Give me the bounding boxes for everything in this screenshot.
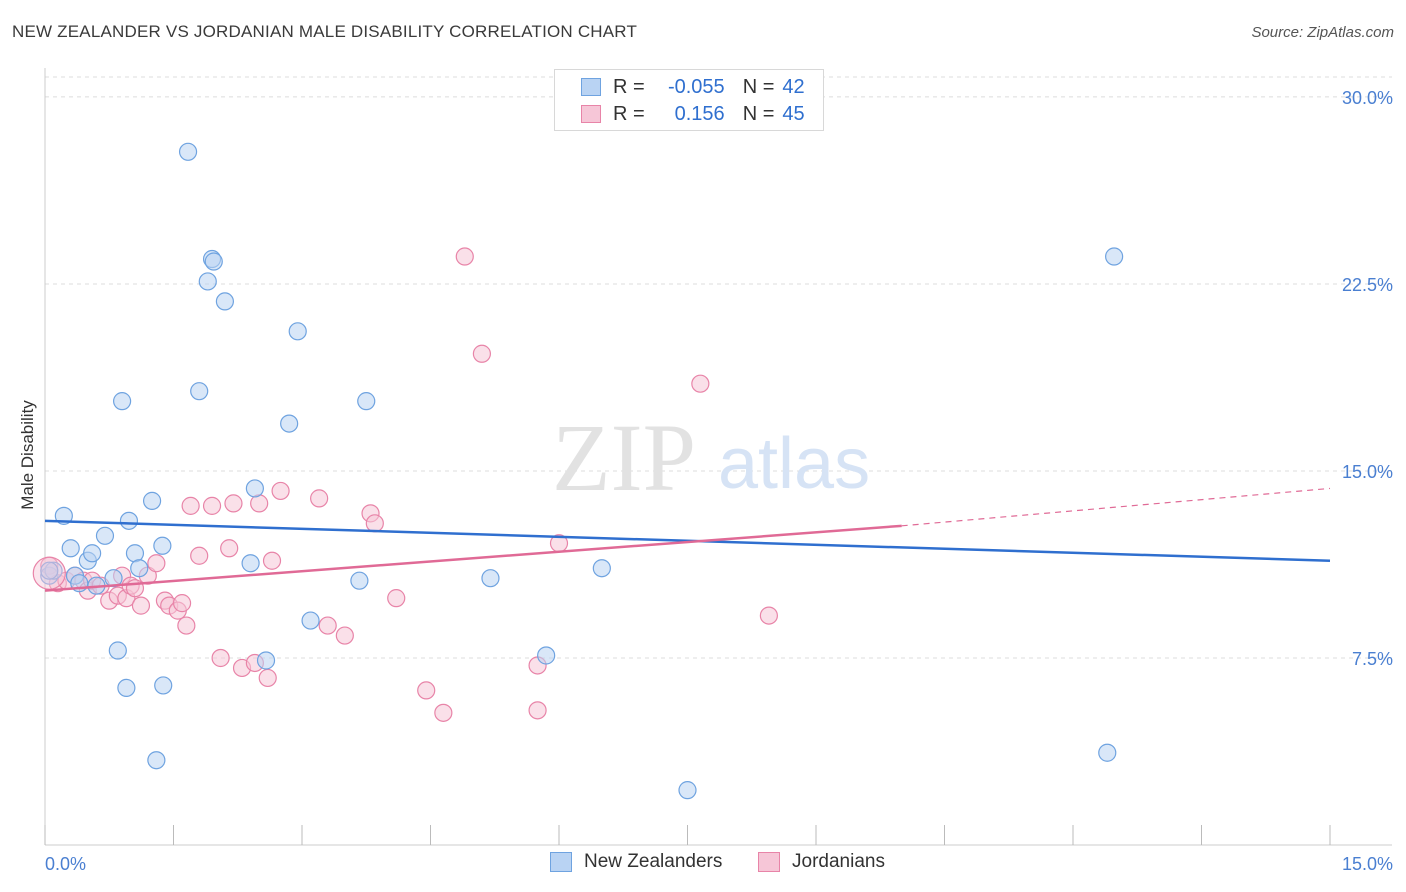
trend-lines (44, 487, 1331, 592)
jordanian-point (172, 594, 192, 613)
new-zealander-point (130, 559, 149, 578)
new-zealander-point (481, 569, 500, 588)
legend-r-label: R = (613, 102, 645, 125)
jordanian-point (258, 668, 277, 688)
new-zealander-point (241, 554, 260, 573)
new-zealander-point (678, 781, 697, 800)
new-zealander-point (178, 142, 198, 161)
new-zealander-point (256, 651, 276, 670)
new-zealander-point (190, 382, 209, 401)
y-tick-label: 22.5% (1342, 275, 1393, 295)
watermark-zip: ZIP (552, 404, 696, 511)
watermark-atlas: atlas (718, 424, 870, 504)
jordanian-point (365, 514, 384, 533)
pink-swatch (758, 852, 780, 872)
legend-r-label: R = (613, 75, 645, 98)
data-points (32, 142, 1124, 800)
jordanian-point (310, 489, 329, 508)
new-zealander-point (125, 544, 145, 563)
new-zealander-point (40, 561, 59, 580)
new-zealander-point (280, 414, 299, 433)
jordanian-cluster-point (32, 556, 66, 590)
legend-r-value: 0.156 (674, 102, 725, 125)
jordanian-point (318, 616, 337, 635)
new-zealander-point (95, 526, 115, 545)
new-zealander-point (154, 676, 173, 695)
jordanian-trend-line (44, 524, 902, 592)
jordanian-point (472, 344, 491, 363)
legend-item-jordanians[interactable]: Jordanians (758, 851, 885, 873)
new-zealander-point (245, 479, 264, 498)
new-zealander-point (142, 491, 162, 510)
jordanian-point (131, 596, 151, 615)
y-tick-label: 7.5% (1352, 649, 1393, 669)
new-zealander-point (350, 571, 369, 590)
blue-swatch (550, 852, 572, 872)
jordanian-point (250, 494, 269, 513)
legend-row-new-zealanders: R = -0.055 N = 42 (555, 74, 805, 100)
new-zealander-point (1105, 247, 1124, 266)
legend-label-jordanians: Jordanians (792, 851, 885, 872)
jordanian-point (211, 648, 230, 668)
legend-n-label: N = (742, 102, 775, 125)
legend-n-label: N = (742, 75, 775, 98)
new-zealander-point (83, 544, 102, 563)
legend-r-value: -0.055 (667, 75, 725, 98)
new-zealander-point (147, 751, 166, 770)
x-tick-label-max: 15.0% (1342, 854, 1393, 874)
axes (44, 68, 1392, 846)
new-zealander-point (357, 392, 376, 411)
new-zealander-point (117, 678, 136, 698)
correlation-legend: R = -0.055 N = 42 R = 0.156 N = 45 (554, 69, 824, 131)
new-zealander-point (537, 646, 556, 665)
jordanian-point (759, 606, 778, 625)
jordanian-point (271, 481, 290, 501)
new-zealander-point (215, 292, 234, 311)
tick-labels: 7.5% 15.0% 22.5% 30.0% 0.0% 15.0% (45, 88, 1393, 874)
series-legend: New Zealanders Jordanians (0, 851, 1406, 877)
new-zealander-point (288, 322, 307, 341)
legend-n-value: 45 (782, 102, 805, 125)
jordanian-point (220, 539, 239, 558)
new-zealander-point (112, 392, 132, 411)
new-zealander-point (119, 511, 139, 530)
jordanian-point (387, 589, 406, 608)
legend-row-jordanians: R = 0.156 N = 45 (555, 101, 805, 127)
jordanian-point (147, 554, 166, 573)
pink-swatch (581, 105, 601, 123)
new-zealander-point (108, 641, 127, 660)
jordanian-point (190, 546, 209, 565)
y-tick-label: 15.0% (1342, 462, 1393, 482)
y-tick-label: 30.0% (1342, 88, 1393, 108)
source-label: Source: ZipAtlas.com (1251, 24, 1394, 41)
jordanian-point (691, 374, 710, 393)
new-zealander-point (204, 252, 223, 271)
jordanian-point (434, 703, 453, 722)
chart-title: NEW ZEALANDER VS JORDANIAN MALE DISABILI… (12, 22, 638, 41)
jordanian-point (528, 701, 547, 720)
legend-item-new-zealanders[interactable]: New Zealanders (550, 851, 722, 873)
new-zealander-point (1098, 743, 1117, 762)
jordanian-point (181, 496, 200, 515)
jordanian-point (177, 616, 196, 635)
new-zealander-point (592, 559, 611, 578)
jordanian-point (417, 681, 436, 700)
new-zealander-point (301, 611, 320, 630)
jordanian-point (262, 551, 282, 570)
legend-n-value: 42 (782, 75, 805, 98)
x-tick-label-min: 0.0% (45, 854, 86, 874)
watermark: ZIP atlas (552, 404, 870, 511)
legend-label-new-zealanders: New Zealanders (584, 851, 723, 872)
jordanian-point (335, 626, 354, 645)
new-zealander-point (153, 536, 172, 555)
jordanian-point (202, 496, 222, 515)
jordanian-point (455, 247, 474, 266)
new-zealander-point (198, 272, 217, 291)
jordanian-trend-extension (901, 487, 1331, 527)
jordanian-point (224, 494, 243, 513)
blue-swatch (581, 78, 601, 96)
new-zealander-point (61, 539, 80, 558)
